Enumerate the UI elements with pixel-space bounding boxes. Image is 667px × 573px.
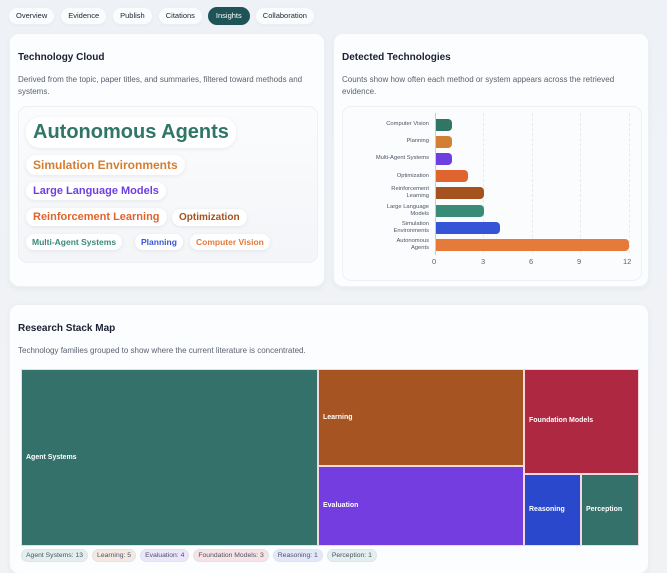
treemap-block-learning[interactable]: Learning (318, 369, 524, 466)
legend-chip: Perception: 1 (326, 549, 377, 562)
cloud-term: Multi-Agent Systems (26, 234, 123, 250)
gridline (580, 113, 581, 253)
tab-publish[interactable]: Publish (112, 7, 153, 25)
y-axis (435, 113, 436, 255)
tab-collaboration[interactable]: Collaboration (254, 7, 315, 25)
treemap-block-evaluation[interactable]: Evaluation (318, 466, 524, 546)
tab-citations[interactable]: Citations (157, 7, 203, 25)
cloud-term: Optimization (172, 209, 247, 226)
legend-chip: Agent Systems: 13 (21, 549, 89, 562)
gridline (483, 113, 484, 253)
x-tick: 6 (529, 257, 534, 266)
y-label: Large Language Models (386, 204, 429, 217)
detected-technologies-card: Detected Technologies Counts show how of… (333, 33, 649, 287)
bar-planning[interactable] (436, 136, 452, 148)
tab-insights[interactable]: Insights (207, 7, 250, 25)
card-title: Research Stack Map (18, 323, 116, 334)
y-label: Autonomous Agents (396, 238, 429, 251)
bar-reinforcement-learning[interactable] (436, 187, 484, 199)
tab-bar: Overview Evidence Publish Citations Insi… (8, 7, 315, 25)
tab-overview[interactable]: Overview (8, 7, 56, 25)
cloud-term: Computer Vision (190, 234, 270, 250)
y-label: Planning (406, 138, 429, 144)
treemap-block-foundation-models[interactable]: Foundation Models (524, 369, 639, 474)
technology-cloud-card: Technology Cloud Derived from the topic,… (9, 33, 325, 287)
research-stack-map-card: Research Stack Map Technology families g… (9, 304, 649, 573)
card-subtitle: Derived from the topic, paper titles, an… (18, 75, 303, 96)
cloud-term: Planning (135, 234, 183, 250)
gridline (629, 113, 630, 253)
treemap-block-agent-systems[interactable]: Agent Systems (21, 369, 318, 546)
tab-evidence[interactable]: Evidence (60, 7, 108, 25)
legend-chip: Reasoning: 1 (272, 549, 323, 562)
legend-chip: Foundation Models: 3 (193, 549, 269, 562)
y-label: Simulation Environments (393, 221, 429, 234)
x-tick: 0 (432, 257, 437, 266)
x-tick: 9 (577, 257, 582, 266)
bar-large-language-models[interactable] (436, 205, 484, 217)
treemap: Agent Systems Learning Evaluation Founda… (21, 369, 639, 546)
bar-multi-agent-systems[interactable] (436, 153, 452, 165)
bar-chart: Computer Vision Planning Multi-Agent Sys… (342, 106, 642, 281)
legend-chip: Evaluation: 4 (140, 549, 190, 562)
legend-chip: Learning: 5 (92, 549, 137, 562)
bar-optimization[interactable] (436, 170, 468, 182)
x-tick: 12 (623, 257, 632, 266)
y-label: Optimization (396, 173, 429, 179)
treemap-block-perception[interactable]: Perception (581, 474, 639, 546)
y-label: Computer Vision (386, 121, 429, 127)
bar-autonomous-agents[interactable] (436, 239, 629, 251)
cloud-term: Simulation Environments (26, 155, 185, 175)
card-subtitle: Technology families grouped to show wher… (18, 346, 306, 355)
bar-simulation-environments[interactable] (436, 222, 500, 234)
y-label: Reinforcement Learning (391, 186, 429, 199)
word-cloud: Autonomous Agents Simulation Environment… (18, 106, 318, 263)
x-tick: 3 (481, 257, 486, 266)
gridline (532, 113, 533, 253)
cloud-term: Autonomous Agents (26, 117, 236, 148)
y-label: Multi-Agent Systems (375, 155, 429, 161)
card-title: Detected Technologies (342, 52, 451, 63)
treemap-legend: Agent Systems: 13 Learning: 5 Evaluation… (21, 549, 377, 562)
bar-computer-vision[interactable] (436, 119, 452, 131)
card-title: Technology Cloud (18, 52, 105, 63)
card-subtitle: Counts show how often each method or sys… (342, 75, 615, 96)
cloud-term: Reinforcement Learning (26, 208, 167, 226)
cloud-term: Large Language Models (26, 182, 166, 200)
treemap-block-reasoning[interactable]: Reasoning (524, 474, 581, 546)
